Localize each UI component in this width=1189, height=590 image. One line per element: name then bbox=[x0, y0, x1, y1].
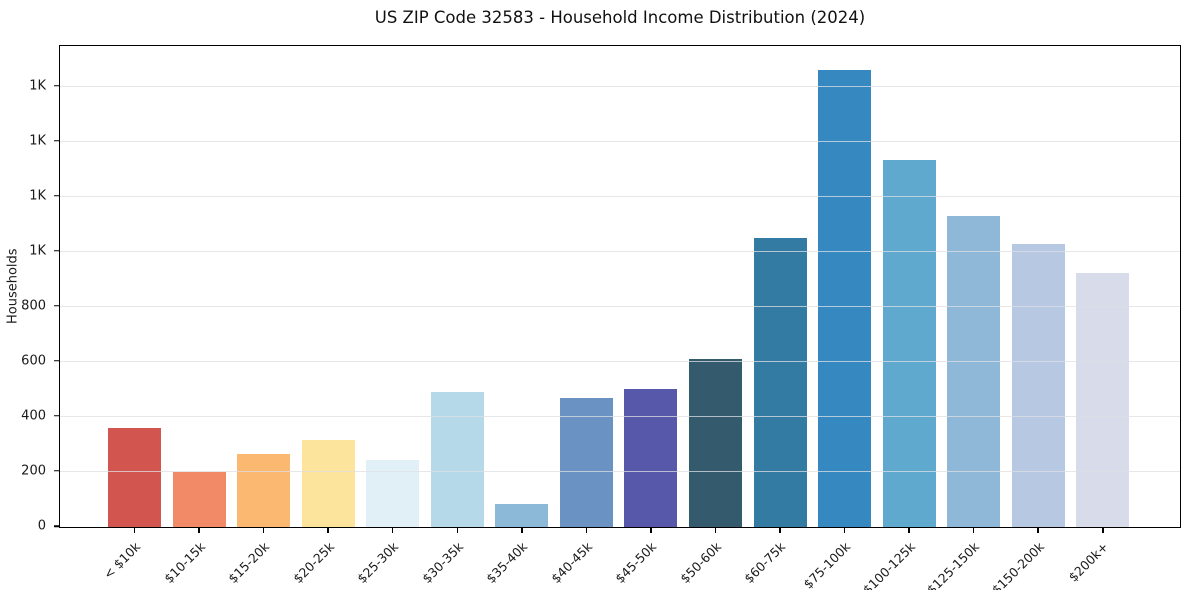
y-tick-mark bbox=[54, 250, 59, 252]
x-tick-mark bbox=[133, 528, 136, 533]
y-tick-mark bbox=[54, 360, 59, 362]
bars-layer bbox=[60, 46, 1180, 527]
x-tick-mark bbox=[391, 528, 394, 533]
gridline bbox=[60, 415, 1180, 417]
x-tick-mark bbox=[650, 528, 652, 533]
bar bbox=[301, 440, 355, 527]
x-tick-mark bbox=[908, 528, 910, 533]
y-tick-label: 800 bbox=[21, 298, 46, 314]
x-tick-mark bbox=[456, 528, 458, 533]
x-tick-label: $10-15k bbox=[160, 539, 208, 587]
y-tick-label: 400 bbox=[21, 408, 46, 424]
x-tick-mark bbox=[521, 528, 523, 533]
x-tick-mark bbox=[198, 528, 200, 533]
y-tick-label: 0 bbox=[37, 518, 46, 534]
y-tick-mark bbox=[54, 85, 59, 87]
y-tick-label: 1K bbox=[29, 133, 46, 149]
y-tick-mark bbox=[54, 195, 59, 197]
bar bbox=[430, 392, 484, 527]
gridline bbox=[60, 471, 1180, 472]
y-tick-mark bbox=[54, 140, 59, 142]
bar bbox=[172, 472, 226, 527]
gridline bbox=[60, 195, 1180, 197]
y-axis-ticks: 0 200 400 600 800 1K 1K 1K 1K bbox=[0, 46, 59, 534]
gridline bbox=[60, 250, 1180, 252]
bar bbox=[237, 454, 291, 527]
x-tick-mark bbox=[1037, 528, 1039, 533]
x-tick-mark bbox=[714, 528, 717, 533]
y-tick-mark bbox=[54, 525, 59, 527]
y-tick-label: 200 bbox=[21, 463, 46, 479]
y-tick-label: 1K bbox=[29, 188, 46, 204]
x-tick-label: $125-150k bbox=[923, 539, 983, 590]
bar bbox=[366, 459, 420, 527]
x-tick-label: $30-35k bbox=[418, 539, 466, 587]
grid-layer bbox=[60, 46, 1180, 527]
x-tick-label: $100-125k bbox=[859, 539, 918, 590]
gridline bbox=[60, 85, 1180, 87]
y-tick-mark bbox=[54, 415, 59, 417]
x-tick-mark bbox=[779, 528, 781, 533]
x-tick-label: $75-100k bbox=[800, 539, 854, 590]
x-tick-label: $40-45k bbox=[547, 539, 595, 587]
x-tick-label: $35-40k bbox=[483, 539, 531, 587]
x-tick-label: $60-75k bbox=[741, 539, 789, 587]
x-axis-ticks: < $10k $10-15k $15-20k $20-25k $25-30k $30-35… bbox=[60, 528, 1179, 590]
x-tick-mark bbox=[843, 528, 846, 533]
x-tick-mark bbox=[262, 528, 265, 533]
chart-title: US ZIP Code 32583 - Household Income Dis… bbox=[374, 8, 866, 27]
bar bbox=[624, 389, 678, 527]
bar bbox=[1076, 272, 1130, 527]
gridline bbox=[60, 360, 1180, 362]
x-tick-label: $20-25k bbox=[289, 539, 337, 587]
plot-area bbox=[59, 45, 1181, 528]
y-tick-mark bbox=[54, 305, 59, 307]
y-tick-label: 600 bbox=[21, 353, 46, 369]
x-tick-label: $200k+ bbox=[1065, 539, 1112, 585]
bar bbox=[882, 159, 936, 527]
x-tick-mark bbox=[1102, 528, 1104, 533]
y-tick-label: 1K bbox=[29, 243, 46, 259]
x-tick-label: < $10k bbox=[100, 539, 144, 582]
x-tick-mark bbox=[327, 528, 329, 533]
x-tick-label: $45-50k bbox=[612, 539, 660, 587]
bar bbox=[818, 70, 872, 527]
bar bbox=[495, 503, 549, 527]
y-tick-label: 1K bbox=[29, 78, 46, 94]
bar bbox=[1011, 243, 1065, 527]
bar bbox=[753, 238, 807, 527]
x-tick-mark bbox=[585, 528, 588, 533]
gridline bbox=[60, 305, 1180, 307]
gridline bbox=[60, 140, 1180, 142]
bar bbox=[108, 427, 161, 527]
x-tick-label: $50-60k bbox=[677, 539, 725, 587]
x-tick-label: $15-20k bbox=[225, 539, 273, 587]
y-tick-mark bbox=[54, 470, 59, 472]
x-tick-mark bbox=[972, 528, 975, 533]
bar bbox=[559, 397, 613, 527]
bar bbox=[688, 359, 742, 527]
x-tick-label: $25-30k bbox=[354, 539, 402, 587]
x-tick-label: $150-200k bbox=[988, 539, 1047, 590]
bar bbox=[947, 216, 1001, 527]
